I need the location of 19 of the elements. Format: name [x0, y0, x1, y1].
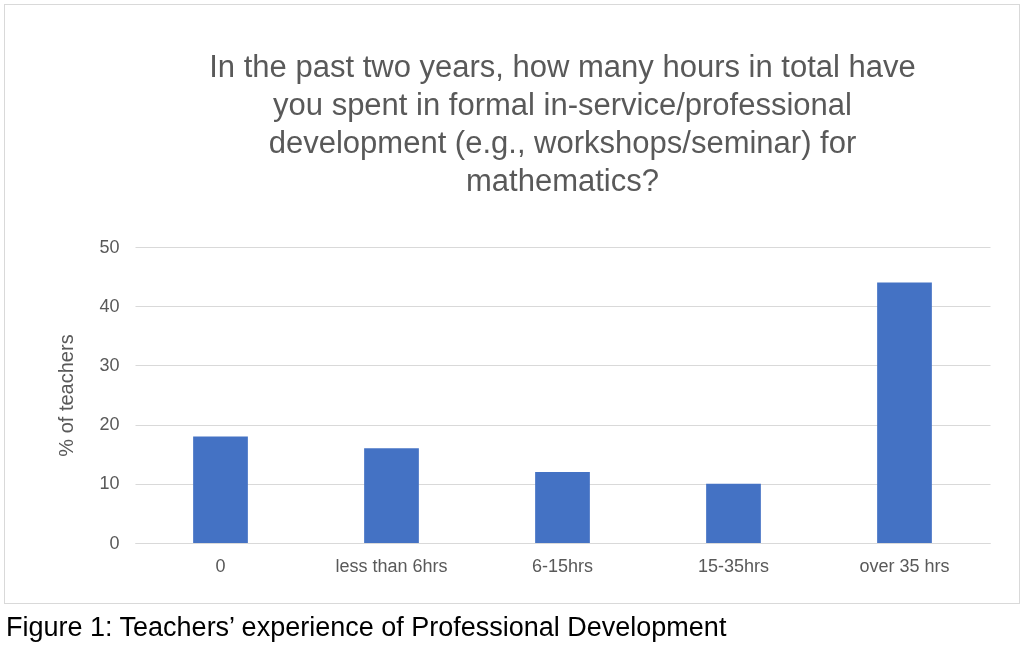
- bar: [364, 448, 419, 543]
- x-tick-label: over 35 hrs: [859, 555, 950, 576]
- y-tick-label: 30: [99, 354, 120, 375]
- y-tick-label: 20: [99, 414, 120, 435]
- y-tick-label: 40: [99, 295, 120, 316]
- caption: Figure 1: Teachers’ experience of Professional Development: [6, 612, 727, 643]
- x-tick-label: less than 6hrs: [335, 555, 448, 576]
- y-axis-title: % of teachers: [55, 334, 78, 457]
- x-tick-label: 0: [215, 555, 226, 576]
- bar: [877, 282, 932, 543]
- y-tick-label: 10: [99, 473, 120, 494]
- bar: [706, 483, 761, 543]
- bar: [193, 436, 248, 543]
- bar: [535, 471, 590, 543]
- chart-title: In the past two years, how many hours in total have you spent in formal in-service/professional development (e.g., workshops/seminar) for mathematics?: [209, 49, 916, 198]
- x-tick-label: 6-15hrs: [531, 555, 594, 576]
- x-tick-label: 15-35hrs: [697, 555, 770, 576]
- y-tick-label: 50: [99, 236, 120, 257]
- y-tick-label: 0: [109, 532, 120, 553]
